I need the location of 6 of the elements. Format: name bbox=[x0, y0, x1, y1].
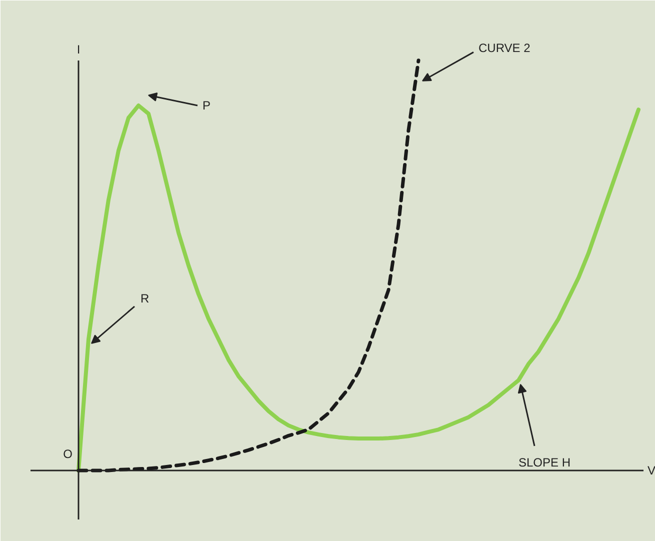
annotation: R bbox=[140, 291, 150, 306]
annotation: P bbox=[202, 98, 211, 112]
text: O bbox=[63, 447, 73, 462]
annotation: SLOPE H bbox=[518, 455, 571, 470]
y-axis-title: I bbox=[76, 42, 80, 56]
text: CURVE 2 bbox=[478, 41, 531, 56]
